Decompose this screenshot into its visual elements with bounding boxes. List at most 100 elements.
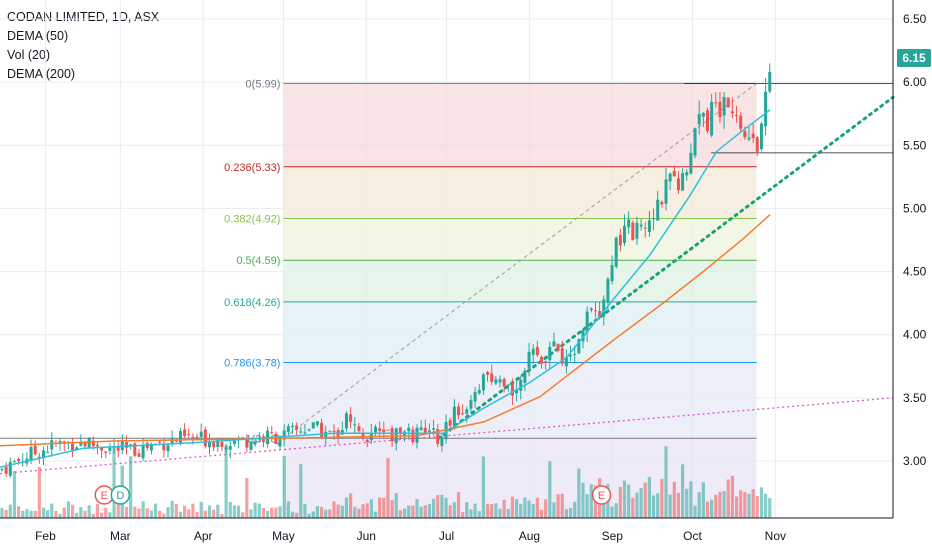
candle-body <box>374 426 377 433</box>
candle-body <box>573 353 577 355</box>
volume-bar <box>174 503 178 518</box>
candle-body <box>697 114 701 125</box>
time-tick-label: Mar <box>110 529 131 543</box>
volume-bar <box>365 503 369 518</box>
fib-trendline <box>283 83 757 439</box>
volume-bar <box>58 513 62 518</box>
candle-body <box>282 430 286 440</box>
volume-bar <box>112 447 116 518</box>
indicator-dema-200[interactable]: DEMA (200) <box>7 67 76 81</box>
candle-body <box>469 400 473 409</box>
candle-body <box>29 447 33 461</box>
volume-bar <box>133 506 137 518</box>
candle-body <box>174 440 178 442</box>
candle-body <box>618 235 622 246</box>
volume-bar <box>498 508 502 518</box>
volume-bar <box>643 482 647 518</box>
volume-bar <box>627 484 631 518</box>
volume-bar <box>116 501 120 518</box>
candle-body <box>610 265 614 282</box>
candle-body <box>419 427 423 431</box>
candle-body <box>764 91 768 127</box>
candle-body <box>378 428 382 432</box>
volume-bar <box>311 511 315 518</box>
candle-body <box>523 370 527 383</box>
candle-body <box>42 450 45 459</box>
candle-body <box>141 444 145 459</box>
support-trendline[interactable] <box>0 397 894 475</box>
volume-bar <box>220 513 224 518</box>
event-circle <box>591 485 612 505</box>
candle-body <box>220 442 224 447</box>
candle-body <box>477 390 481 394</box>
candle-body <box>315 421 319 425</box>
volume-bar <box>585 494 589 518</box>
volume-bar <box>245 478 249 518</box>
candle-body <box>685 172 689 176</box>
candle-body <box>162 444 166 451</box>
volume-bar <box>8 504 12 518</box>
earnings-marker[interactable]: E <box>591 485 612 505</box>
candle-body <box>33 445 37 455</box>
candle-body <box>722 97 726 116</box>
candle-body <box>208 441 211 448</box>
volume-bar <box>456 491 461 518</box>
indicator-volume[interactable]: Vol (20) <box>7 48 51 62</box>
volume-bar <box>216 504 220 518</box>
volume-bar <box>452 502 456 518</box>
volume-bar <box>274 507 278 518</box>
volume-bar <box>651 495 656 518</box>
volume-bar <box>743 491 747 518</box>
price-tick-label: 4.50 <box>903 265 927 279</box>
volume-bar <box>440 494 444 518</box>
volume-bar <box>344 497 349 518</box>
volume-bar <box>672 481 676 518</box>
candle-body <box>303 432 307 434</box>
volume-bar <box>494 503 498 518</box>
dividend-marker[interactable]: D <box>110 485 131 505</box>
candle-body <box>569 354 573 357</box>
candle-body <box>224 447 228 450</box>
volume-bar <box>423 505 427 518</box>
candle-body <box>398 427 402 434</box>
candle-body <box>158 441 162 443</box>
event-circle <box>110 485 131 505</box>
volume-bar <box>739 490 743 518</box>
volume-bar <box>12 471 17 518</box>
volume-bar <box>340 505 344 518</box>
candle-body <box>87 438 91 449</box>
volume-bar <box>668 494 672 518</box>
candle-body <box>664 179 668 204</box>
volume-bar <box>195 512 199 518</box>
volume-bar <box>70 504 75 518</box>
volume-bar <box>124 506 129 518</box>
candle-body <box>602 299 606 317</box>
volume-bar <box>373 511 378 518</box>
candle-body <box>544 361 548 363</box>
volume-bar <box>295 512 299 518</box>
volume-bar <box>465 502 469 518</box>
volume-bar <box>539 509 544 518</box>
candle-body <box>382 429 386 433</box>
candle-body <box>199 431 203 437</box>
volume-bar <box>79 507 83 518</box>
volume-bar <box>282 455 286 518</box>
candle-body <box>639 224 643 227</box>
volume-bar <box>261 507 266 518</box>
volume-bar <box>357 508 361 518</box>
volume-bar <box>29 510 33 518</box>
volume-bar <box>730 475 734 518</box>
candle-body <box>108 447 112 451</box>
volume-bar <box>411 505 415 518</box>
fib-zone <box>283 166 757 219</box>
volume-bar <box>170 500 174 518</box>
fibonacci-retracement[interactable]: 0(5.99) 0.236(5.33) 0.382(4.92) 0.5(4.59) 0.… <box>0 78 757 518</box>
candle-body <box>490 373 494 382</box>
fib-level-label: 0.786(3.78) <box>224 357 280 369</box>
volume-bar <box>635 492 639 518</box>
volume-bars <box>0 444 772 518</box>
indicator-dema-50[interactable]: DEMA (50) <box>7 29 69 43</box>
volume-bar <box>75 512 79 518</box>
candle-body <box>245 438 249 448</box>
